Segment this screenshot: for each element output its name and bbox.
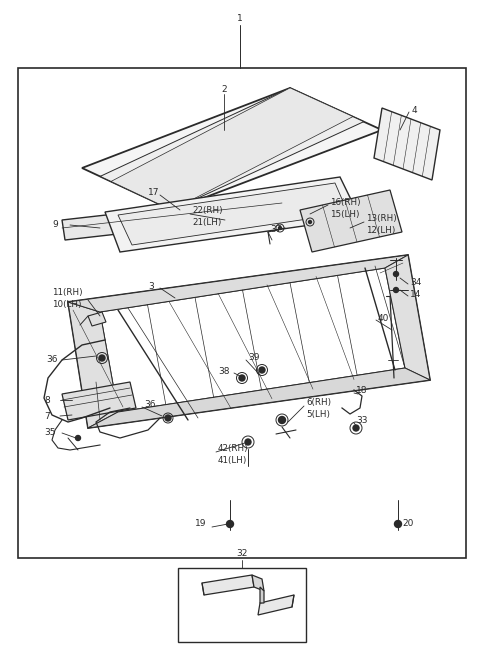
Text: 12(LH): 12(LH) bbox=[366, 226, 396, 235]
Polygon shape bbox=[260, 587, 264, 603]
Text: 19: 19 bbox=[195, 520, 206, 529]
Text: 10(LH): 10(LH) bbox=[52, 300, 82, 309]
Polygon shape bbox=[82, 88, 382, 210]
Circle shape bbox=[259, 367, 265, 373]
Circle shape bbox=[394, 287, 398, 293]
Text: 15(LH): 15(LH) bbox=[330, 210, 360, 219]
Polygon shape bbox=[252, 575, 264, 591]
Circle shape bbox=[278, 226, 281, 230]
Polygon shape bbox=[62, 195, 285, 240]
Text: 41(LH): 41(LH) bbox=[218, 456, 247, 465]
Text: 1: 1 bbox=[237, 14, 243, 23]
Text: 13(RH): 13(RH) bbox=[366, 214, 397, 223]
Text: 16(RH): 16(RH) bbox=[330, 198, 360, 207]
Circle shape bbox=[99, 355, 105, 361]
Text: 21(LH): 21(LH) bbox=[192, 218, 221, 227]
Bar bbox=[18, 68, 466, 558]
Text: 6(RH): 6(RH) bbox=[306, 398, 331, 407]
Text: 42(RH): 42(RH) bbox=[218, 444, 249, 453]
Text: 17: 17 bbox=[148, 188, 159, 197]
Text: 37: 37 bbox=[270, 225, 281, 234]
Text: 38: 38 bbox=[218, 367, 229, 376]
Circle shape bbox=[278, 417, 286, 424]
Text: 14: 14 bbox=[410, 290, 421, 299]
Circle shape bbox=[353, 425, 359, 431]
Polygon shape bbox=[385, 255, 430, 380]
Polygon shape bbox=[68, 302, 118, 428]
Text: 36: 36 bbox=[46, 355, 58, 364]
Text: 33: 33 bbox=[356, 416, 368, 425]
Polygon shape bbox=[100, 268, 405, 412]
Polygon shape bbox=[118, 183, 348, 245]
Text: 7: 7 bbox=[44, 412, 50, 421]
Text: 5(LH): 5(LH) bbox=[306, 410, 330, 419]
Circle shape bbox=[309, 220, 312, 224]
Circle shape bbox=[165, 415, 171, 421]
Circle shape bbox=[75, 436, 81, 440]
Text: 40: 40 bbox=[378, 314, 389, 323]
Polygon shape bbox=[374, 108, 440, 180]
Text: 2: 2 bbox=[221, 85, 227, 94]
Polygon shape bbox=[88, 368, 430, 428]
Text: 35: 35 bbox=[44, 428, 56, 437]
Text: 36: 36 bbox=[144, 400, 156, 409]
Circle shape bbox=[227, 520, 233, 527]
Circle shape bbox=[394, 272, 398, 276]
Polygon shape bbox=[68, 255, 408, 312]
Polygon shape bbox=[100, 88, 364, 210]
Text: 9: 9 bbox=[52, 220, 58, 229]
Polygon shape bbox=[62, 382, 136, 420]
Polygon shape bbox=[111, 88, 353, 210]
Circle shape bbox=[395, 520, 401, 527]
Text: 3: 3 bbox=[148, 282, 154, 291]
Bar bbox=[178, 568, 306, 642]
Text: 32: 32 bbox=[236, 549, 248, 558]
Text: 22(RH): 22(RH) bbox=[192, 206, 223, 215]
Polygon shape bbox=[88, 312, 106, 326]
Polygon shape bbox=[105, 177, 360, 252]
Text: 11(RH): 11(RH) bbox=[52, 288, 83, 297]
Text: 20: 20 bbox=[402, 520, 413, 529]
Text: 34: 34 bbox=[410, 278, 421, 287]
Text: 4: 4 bbox=[412, 106, 418, 115]
Polygon shape bbox=[300, 190, 402, 252]
Text: 39: 39 bbox=[248, 353, 260, 362]
Circle shape bbox=[245, 439, 251, 445]
Text: 8: 8 bbox=[44, 396, 50, 405]
Text: 18: 18 bbox=[356, 386, 368, 395]
Circle shape bbox=[239, 375, 245, 381]
Polygon shape bbox=[202, 575, 254, 595]
Polygon shape bbox=[258, 595, 294, 615]
Polygon shape bbox=[68, 255, 430, 428]
